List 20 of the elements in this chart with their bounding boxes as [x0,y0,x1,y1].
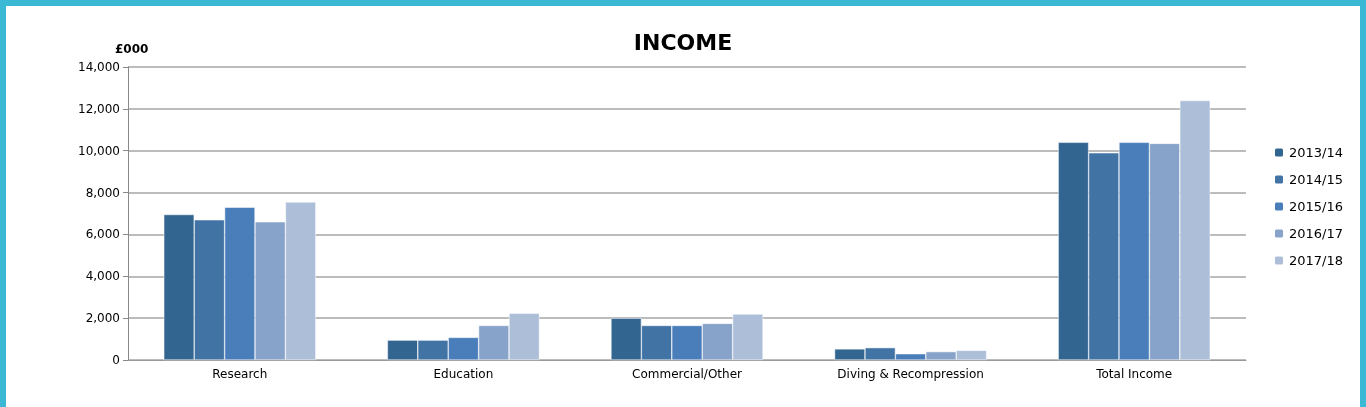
legend-label: 2013/14 [1288,145,1344,160]
x-tick-label: Education [433,367,494,381]
y-tick-label: 0 [112,353,120,367]
y-tick-label: 8,000 [85,185,120,200]
y-axis-title: £000 [115,42,149,56]
x-tick-label: Total Income [1095,367,1173,381]
y-tick-label: 2,000 [85,311,120,326]
y-tick-label: 12,000 [78,101,120,116]
x-tick-label: Research [212,367,268,381]
y-tick-label: 14,000 [78,60,120,74]
x-tick-label: Commercial/Other [632,367,743,381]
y-tick-label: 6,000 [85,227,120,242]
y-tick-label: 4,000 [85,269,120,284]
legend-label: 2015/16 [1288,199,1344,214]
chart-title: INCOME [633,29,733,55]
legend-label: 2016/17 [1288,226,1344,241]
x-tick-label: Diving & Recompression [837,367,984,381]
legend-label: 2014/15 [1288,172,1344,187]
legend-label: 2017/18 [1288,253,1344,268]
y-tick-label: 10,000 [78,143,120,158]
